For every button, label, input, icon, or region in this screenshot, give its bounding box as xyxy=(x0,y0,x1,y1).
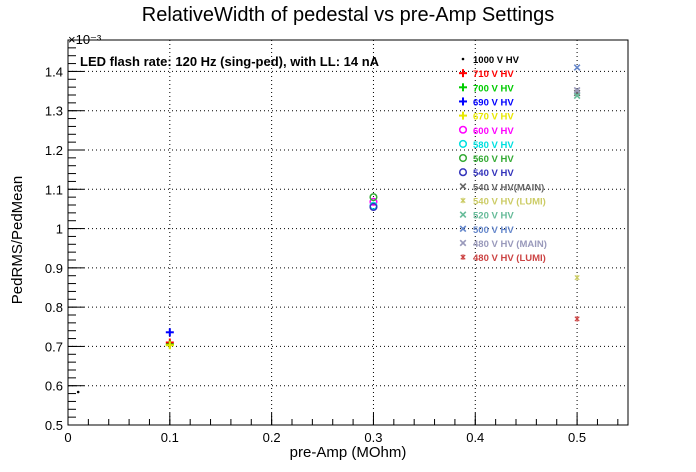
legend-label: 1000 V HV xyxy=(473,55,520,66)
y-tick-label: 0.9 xyxy=(45,261,63,276)
y-tick-label: 0.8 xyxy=(45,300,63,315)
x-tick-label: 0.4 xyxy=(466,430,484,445)
y-tick-label: 1.1 xyxy=(45,182,63,197)
y-axis-label: PedRMS/PedMean xyxy=(9,176,26,304)
x-tick-label: 0.5 xyxy=(568,430,586,445)
legend-marker xyxy=(461,57,465,61)
legend-label: 540 V HV(MAIN) xyxy=(473,182,544,193)
legend-marker xyxy=(458,168,468,177)
x-axis-label: pre-Amp (MOhm) xyxy=(290,444,407,461)
data-point xyxy=(165,328,174,337)
legend-label: 480 V HV (MAIN) xyxy=(473,239,547,250)
data-point xyxy=(369,202,378,212)
legend-label: 690 V HV xyxy=(473,97,514,108)
annotation-text: LED flash rate: 120 Hz (sing-ped), with … xyxy=(80,54,380,69)
legend-marker xyxy=(459,97,467,106)
legend-marker xyxy=(460,197,466,204)
legend-marker xyxy=(460,254,466,260)
y-tick-label: 1 xyxy=(56,222,63,237)
legend-marker xyxy=(459,239,467,247)
plot-frame xyxy=(67,39,629,426)
data-points xyxy=(76,64,581,394)
legend-label: 700 V HV xyxy=(473,83,514,94)
legend-marker xyxy=(459,211,467,219)
y-exponent-label: ×10⁻³ xyxy=(68,32,102,47)
data-point xyxy=(573,86,581,94)
legend-marker xyxy=(459,225,467,233)
legend-marker xyxy=(459,69,467,78)
data-point xyxy=(165,341,174,350)
legend-marker xyxy=(459,182,467,190)
data-point xyxy=(573,64,581,71)
legend-label: 560 V HV xyxy=(473,154,514,165)
x-tick-label: 0 xyxy=(64,430,71,445)
data-point xyxy=(573,92,581,100)
legend-label: 600 V HV xyxy=(473,126,514,137)
y-tick-label: 0.6 xyxy=(45,379,63,394)
legend-label: 540 V HV (LUMI) xyxy=(473,197,546,208)
axes: 0 0.1 0.2 0.3 0.4 0.5 0.5 0.6 0.7 0.8 0.9 1 1.1 1.2 1.… xyxy=(45,39,619,445)
grid xyxy=(68,40,628,425)
legend-label: 540 V HV xyxy=(473,168,514,179)
legend-label: 670 V HV xyxy=(473,112,514,123)
data-point xyxy=(574,274,580,281)
y-tick-label: 1.2 xyxy=(45,143,63,158)
legend: 1000 V HV 710 V HV 700 V HV 690 V HV 670 V H… xyxy=(458,55,547,264)
legend-marker xyxy=(459,111,467,120)
legend-marker xyxy=(459,83,467,92)
legend-label: 480 V HV (LUMI) xyxy=(473,253,546,264)
x-tick-label: 0.3 xyxy=(364,430,382,445)
x-tick-label: 0.2 xyxy=(263,430,281,445)
data-point xyxy=(574,316,580,322)
data-point xyxy=(369,197,378,206)
data-point xyxy=(76,390,80,394)
legend-label: 580 V HV xyxy=(473,140,514,151)
legend-label: 520 V HV xyxy=(473,211,514,222)
legend-marker xyxy=(458,125,468,134)
legend-label: 500 V HV xyxy=(473,225,514,236)
y-tick-label: 1.4 xyxy=(45,64,63,79)
y-tick-label: 0.7 xyxy=(45,339,63,354)
x-tick-label: 0.1 xyxy=(161,430,179,445)
y-tick-label: 1.3 xyxy=(45,104,63,119)
legend-marker xyxy=(458,139,468,148)
legend-marker xyxy=(458,154,468,163)
chart-title: RelativeWidth of pedestal vs pre-Amp Set… xyxy=(141,4,555,26)
data-point xyxy=(369,193,378,202)
y-tick-label: 0.5 xyxy=(45,418,63,433)
legend-label: 710 V HV xyxy=(473,69,514,80)
